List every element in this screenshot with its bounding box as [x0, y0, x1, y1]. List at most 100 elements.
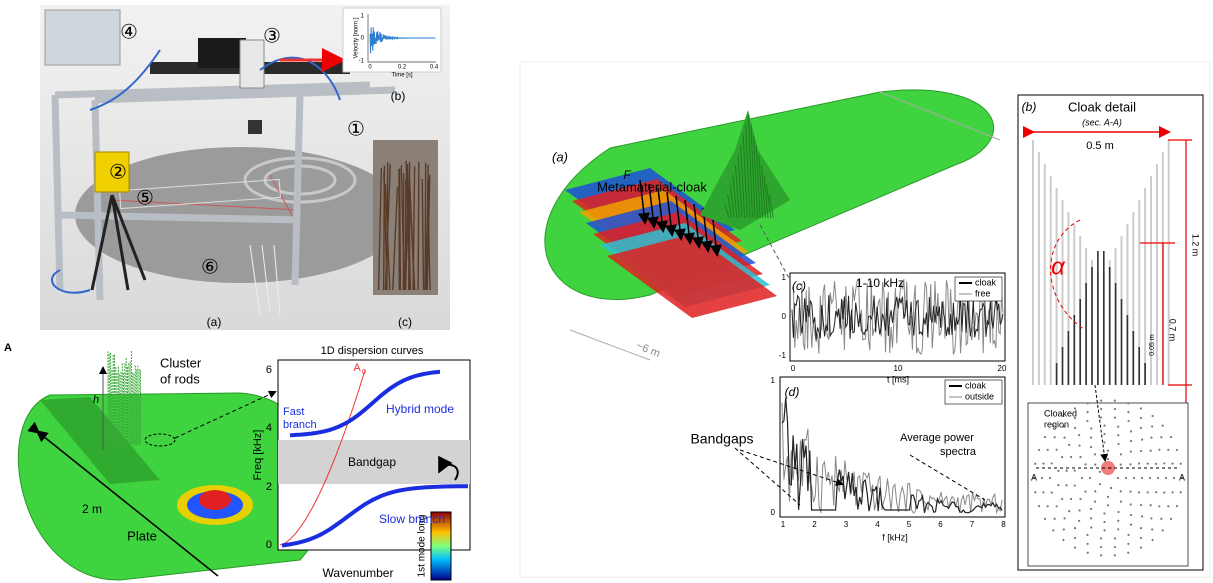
rod-dot: [1110, 487, 1112, 489]
rod-dot: [1150, 504, 1152, 506]
rod-dot: [1129, 463, 1131, 465]
rod-dot: [1120, 464, 1122, 466]
annotation: of rods: [160, 371, 200, 386]
rod-dot: [1125, 477, 1127, 479]
rod-dot: [1034, 463, 1036, 465]
tick-label: 0.2: [398, 65, 407, 71]
tick-label: 0: [791, 364, 796, 373]
rod-dot: [1103, 441, 1105, 443]
rod-dot: [1074, 427, 1076, 429]
legend-entry: cloak: [975, 277, 997, 287]
rod-dot: [1173, 477, 1175, 479]
tick-label: 0: [782, 312, 787, 321]
rod-dot: [1117, 511, 1119, 513]
rod-dot: [1103, 433, 1105, 435]
annotation: 0.5 m: [1086, 140, 1114, 152]
rod-dot: [1160, 436, 1162, 438]
rod-dot: [1070, 456, 1072, 458]
legend-entry: cloak: [965, 380, 987, 390]
annotation: Hybrid mode: [386, 402, 454, 416]
annotation: Plate: [127, 528, 157, 543]
rod-dot: [1150, 517, 1152, 519]
rod-dot: [1087, 552, 1089, 554]
annotation: A: [1179, 472, 1185, 482]
rod-dot: [1065, 484, 1067, 486]
rod-dot: [1133, 477, 1135, 479]
rod-dot: [1063, 517, 1065, 519]
rod-dot: [1117, 425, 1119, 427]
rod-dot: [1117, 520, 1119, 522]
rod-dot: [1117, 528, 1119, 530]
rod-dot: [1079, 456, 1081, 458]
annotation: h: [93, 394, 99, 406]
rod-dot: [1061, 498, 1063, 500]
rod-dot: [1049, 477, 1051, 479]
tick-label: 5: [907, 520, 912, 529]
rod-dot: [1114, 554, 1116, 556]
rod-dot: [1100, 408, 1102, 410]
rod-dot: [1140, 450, 1142, 452]
rod-dot: [1062, 539, 1064, 541]
rod-dot: [1176, 505, 1178, 507]
rod-dot: [1155, 463, 1157, 465]
rod-dot: [1041, 477, 1043, 479]
rod-dot: [1090, 526, 1092, 528]
rod-dot: [1103, 521, 1105, 523]
legend-entry: outside: [965, 391, 994, 401]
tick-label: 2: [812, 520, 817, 529]
rod-dot: [1103, 425, 1105, 427]
panel-label: (c): [398, 315, 412, 329]
marker: ③: [263, 25, 281, 47]
rod-dot: [1034, 491, 1036, 493]
rod-dot: [1086, 420, 1088, 422]
rod-dot: [1130, 430, 1132, 432]
tick-label: 0: [771, 508, 776, 517]
axis-label: Freq [kHz]: [252, 430, 264, 481]
rod-dot: [1167, 449, 1169, 451]
axis-label: Time [s]: [391, 73, 412, 79]
rod-dot: [1138, 491, 1140, 493]
panel-label: (c): [792, 279, 806, 293]
rod-dot: [1047, 449, 1049, 451]
rod-dot: [1162, 425, 1164, 427]
annotation: ~6 m: [634, 340, 661, 360]
rod-dot: [1038, 505, 1040, 507]
axis-label: f [kHz]: [882, 532, 908, 542]
rod-dot: [1103, 529, 1105, 531]
rod-dot: [1107, 496, 1109, 498]
annotation: A: [1031, 472, 1037, 482]
rod-dot: [1127, 552, 1129, 554]
rod-dot: [1130, 440, 1132, 442]
rod-dot: [1171, 491, 1173, 493]
rod-dot: [1176, 449, 1178, 451]
rod-dot: [1117, 434, 1119, 436]
rod-dot: [1090, 517, 1092, 519]
rod-dot: [1090, 508, 1092, 510]
tick-label: 7: [970, 520, 975, 529]
rod-dot: [1089, 477, 1091, 479]
rod-dot: [1103, 512, 1105, 514]
rod-dot: [1149, 477, 1151, 479]
rod-dot: [1138, 462, 1140, 464]
annotation: α: [1051, 253, 1066, 280]
rod: [425, 163, 426, 290]
marker: ②: [109, 161, 127, 183]
annotation: Average power: [900, 432, 974, 444]
rod-dot: [1074, 484, 1076, 486]
annotation: 0.05 m: [1149, 334, 1156, 356]
rod-dot: [1078, 520, 1080, 522]
rod-dot: [1151, 539, 1153, 541]
rod-dot: [1100, 554, 1102, 556]
rod-dot: [1094, 464, 1096, 466]
rod-dot: [1163, 462, 1165, 464]
tick-label: -1: [359, 59, 365, 65]
rod-dot: [1065, 470, 1067, 472]
rod-dot: [1129, 491, 1131, 493]
rod-dot: [1140, 407, 1142, 409]
rod-dot: [1100, 546, 1102, 548]
rod-dot: [1163, 491, 1165, 493]
annotation: A: [353, 362, 361, 374]
rod-dot: [1090, 446, 1092, 448]
rod: [405, 179, 406, 290]
rod-dot: [1114, 400, 1116, 402]
